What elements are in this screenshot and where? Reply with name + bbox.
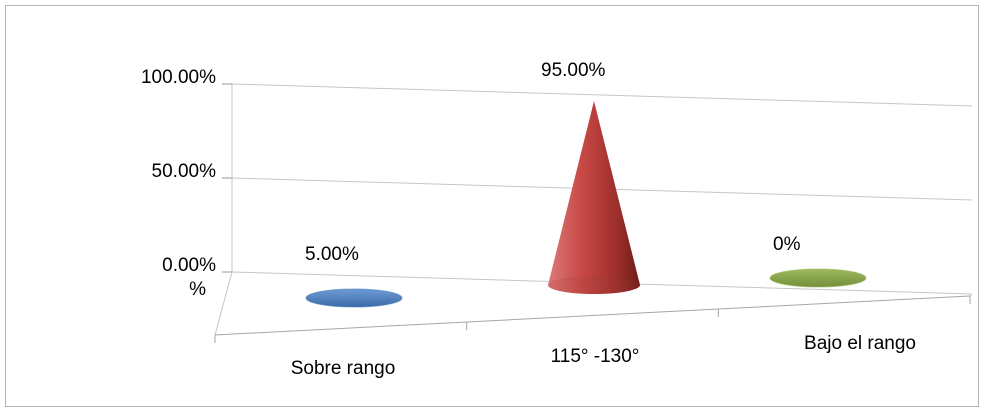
y-tick-label: 50.00% xyxy=(152,161,217,182)
cone-mark xyxy=(548,101,640,295)
data-label: 0% xyxy=(773,234,801,255)
gridline xyxy=(231,83,973,107)
floor-left-edge xyxy=(214,271,233,336)
category-label: 115° -130° xyxy=(551,346,640,367)
disc-mark xyxy=(769,268,867,288)
y-tick-label: 100.00% xyxy=(141,67,216,88)
data-label: 95.00% xyxy=(541,60,606,81)
data-label: 5.00% xyxy=(305,244,359,265)
y-tick-label: 0.00%% xyxy=(162,255,216,300)
mark-layer xyxy=(305,101,867,308)
category-label: Sobre rango xyxy=(291,358,396,379)
chart-frame xyxy=(5,5,979,407)
label-layer: 0.00% % 50.00% 100.00% 5.00% Sobre rango 95.00… xyxy=(141,60,916,379)
category-label: Bajo el rango xyxy=(804,333,916,354)
axis-layer xyxy=(214,84,973,343)
x-axis-line xyxy=(214,295,971,336)
floor-right-edge xyxy=(969,293,973,297)
disc-mark xyxy=(305,288,403,308)
